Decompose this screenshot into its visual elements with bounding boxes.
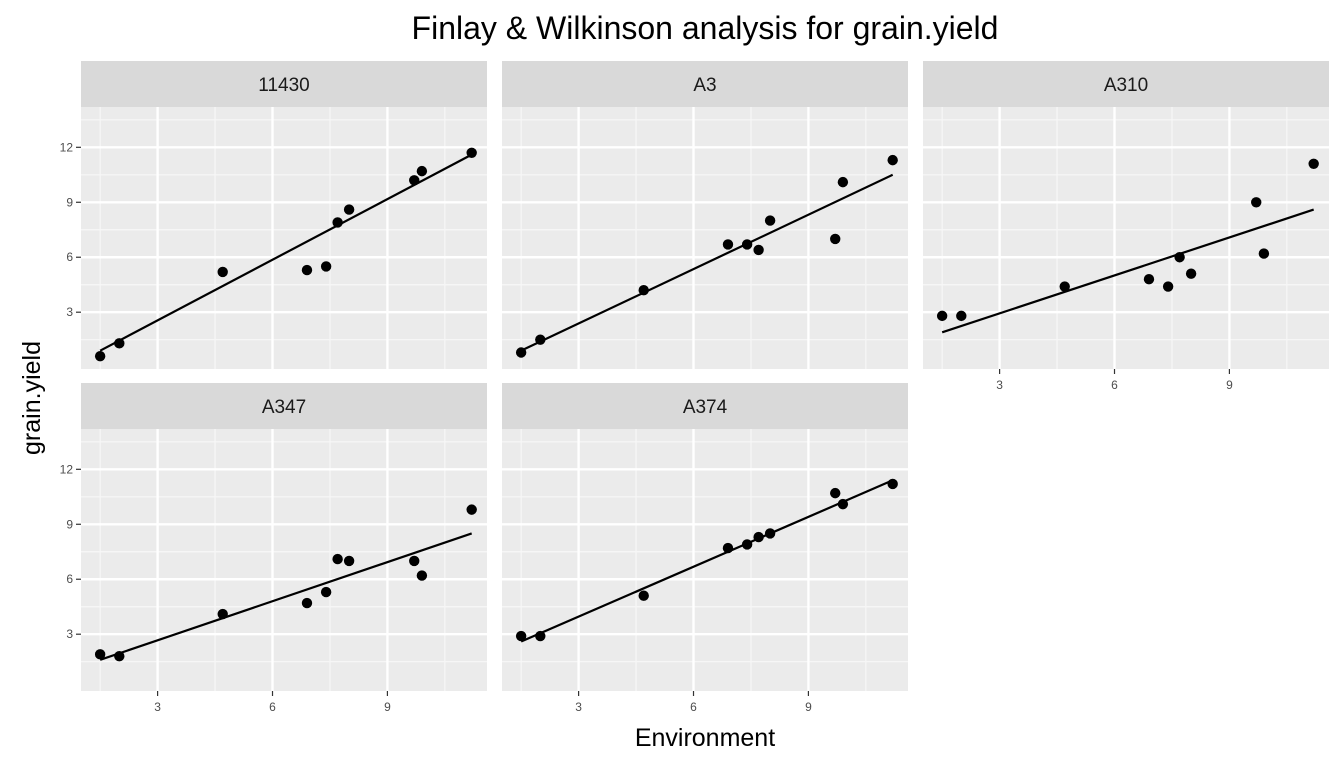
facet-a347: A347 3 6 9 12 3 6 9 [60, 383, 487, 714]
data-point [764, 528, 776, 539]
y-tick-label: 9 [66, 195, 73, 209]
data-point [416, 570, 428, 581]
facet-strip [502, 61, 908, 107]
data-point [301, 597, 313, 609]
data-point [94, 649, 106, 660]
facet-label: A310 [1104, 75, 1148, 96]
x-tick-label: 9 [805, 700, 812, 714]
data-point [830, 487, 841, 499]
data-point [764, 215, 776, 226]
data-point [320, 586, 332, 598]
chart-title: Finlay & Wilkinson analysis for grain.yi… [412, 10, 999, 46]
data-point [837, 498, 849, 510]
data-point [638, 590, 649, 601]
panel-background [502, 429, 908, 691]
facets: 11430 3 6 9 12 A3 A310 3 6 9 A347 3 6 9 12 3 6 9 A374 3 6 9 [60, 61, 1329, 714]
data-point [887, 478, 898, 490]
x-tick-label: 3 [996, 378, 1003, 392]
facet-a374: A374 3 6 9 [502, 383, 908, 714]
data-point [114, 338, 125, 349]
data-point [956, 310, 967, 322]
facet-strip [923, 61, 1329, 107]
data-point [409, 175, 420, 186]
data-point [830, 233, 841, 245]
facet-a310: A310 3 6 9 [923, 61, 1329, 392]
data-point [217, 266, 228, 278]
facet-label: 11430 [258, 75, 309, 96]
fit-line [520, 173, 894, 352]
facet-a3: A3 [502, 61, 908, 369]
panel-background [923, 107, 1329, 369]
data-point [1258, 248, 1270, 259]
data-point [741, 539, 753, 550]
x-tick-label: 3 [154, 700, 161, 714]
fit-line [99, 153, 473, 352]
data-point [1162, 281, 1174, 292]
data-point [1174, 252, 1185, 263]
x-tick-label: 9 [1226, 378, 1233, 392]
data-point [837, 176, 849, 188]
facet-label: A3 [693, 75, 716, 96]
fit-line [941, 208, 1315, 334]
x-axis-title: Environment [635, 724, 775, 752]
x-tick-label: 9 [384, 700, 391, 714]
facet-11430: 11430 3 6 9 12 [60, 61, 487, 369]
facet-strip [502, 383, 908, 429]
data-point [332, 553, 343, 565]
x-tick-label: 6 [690, 700, 697, 714]
data-point [301, 264, 313, 276]
facet-strip [81, 383, 487, 429]
y-tick-label: 3 [66, 627, 73, 641]
data-point [722, 239, 734, 250]
x-tick-label: 6 [1111, 378, 1118, 392]
data-point [936, 310, 948, 322]
data-point [887, 154, 898, 166]
y-tick-label: 3 [66, 305, 73, 319]
x-tick-label: 3 [575, 700, 582, 714]
fit-line [520, 479, 894, 643]
data-point [515, 347, 527, 358]
data-point [320, 261, 332, 272]
data-point [753, 531, 764, 543]
y-tick-label: 6 [66, 250, 73, 264]
data-point [638, 285, 649, 296]
data-point [466, 147, 477, 159]
y-tick-label: 12 [60, 140, 74, 154]
data-point [332, 217, 343, 228]
data-point [343, 555, 355, 567]
data-point [741, 239, 753, 250]
fit-line [99, 532, 473, 661]
data-point [466, 504, 477, 515]
data-point [535, 630, 546, 642]
data-point [217, 608, 228, 620]
facet-label: A347 [262, 397, 306, 418]
data-point [753, 244, 764, 256]
facet-label: A374 [683, 397, 728, 418]
data-point [1059, 281, 1070, 292]
facet-strip [81, 61, 487, 107]
y-tick-label: 12 [60, 462, 74, 476]
y-tick-label: 9 [66, 517, 73, 531]
data-point [515, 630, 527, 642]
data-point [1251, 197, 1262, 208]
data-point [722, 542, 734, 554]
data-point [1185, 268, 1197, 279]
data-point [409, 555, 420, 567]
data-point [1308, 158, 1319, 169]
data-point [114, 650, 125, 662]
x-tick-label: 6 [269, 700, 276, 714]
y-tick-label: 6 [66, 572, 73, 586]
y-axis-title: grain.yield [18, 341, 46, 455]
data-point [343, 204, 355, 215]
data-point [535, 334, 546, 345]
data-point [1143, 274, 1155, 285]
data-point [416, 165, 428, 177]
data-point [94, 350, 106, 362]
